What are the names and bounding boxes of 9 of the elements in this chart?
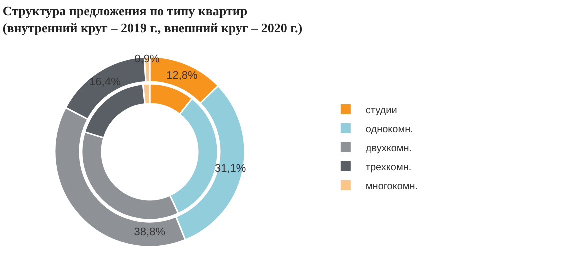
chart-title: Структура предложения по типу квартир (внутренний круг – 2019 г., внешний круг – 2020 г.) — [2, 4, 303, 36]
legend-label: студии — [366, 105, 398, 116]
data-label: 38,8% — [134, 226, 166, 239]
legend-label: двухкомн. — [366, 143, 412, 154]
legend-label: многокомн. — [366, 181, 418, 192]
data-label: 0,9% — [134, 54, 160, 66]
data-label: 12,8% — [166, 70, 198, 82]
legend-label: трехкомн. — [366, 162, 412, 174]
legend-label: однокомн. — [366, 124, 414, 136]
